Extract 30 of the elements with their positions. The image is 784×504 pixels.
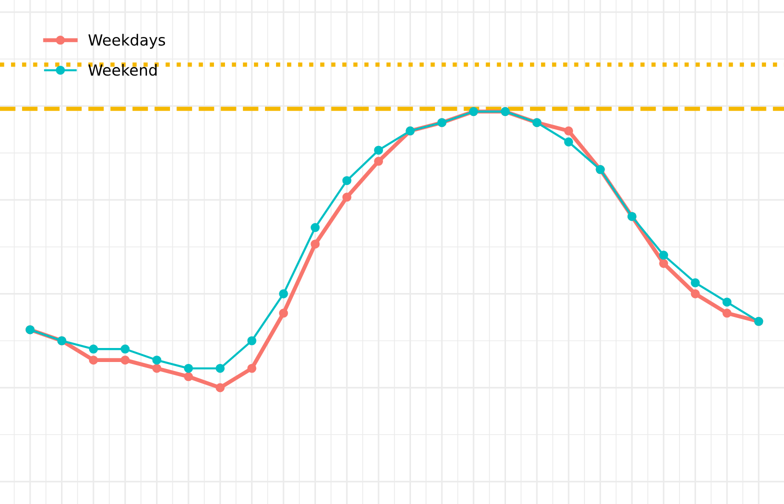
point (374, 156, 384, 166)
point (88, 356, 98, 365)
point (247, 364, 256, 373)
point (564, 126, 574, 136)
point (216, 364, 225, 373)
point (690, 278, 700, 288)
point (120, 356, 130, 365)
point (722, 298, 732, 307)
point (659, 258, 668, 268)
point (310, 223, 320, 232)
point (564, 137, 574, 146)
point (342, 192, 352, 202)
point (722, 308, 732, 318)
legend-label: Weekend (88, 64, 157, 76)
point (152, 364, 162, 373)
point (310, 240, 320, 249)
point (184, 372, 193, 382)
point (120, 344, 130, 354)
point (690, 289, 700, 298)
point (278, 308, 288, 318)
point (88, 344, 98, 354)
point (216, 383, 225, 392)
legend-label: Weekdays (88, 34, 166, 49)
point (247, 336, 256, 346)
point (278, 289, 288, 298)
point (659, 250, 668, 260)
point (184, 364, 193, 373)
point (374, 146, 384, 155)
point (152, 356, 162, 365)
point (342, 176, 352, 186)
